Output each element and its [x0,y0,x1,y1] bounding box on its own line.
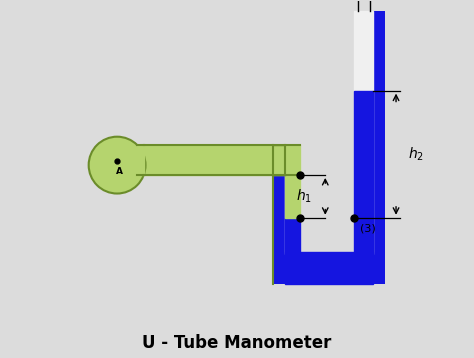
Polygon shape [285,11,373,255]
Polygon shape [355,11,373,255]
Polygon shape [285,218,301,255]
Text: A: A [116,166,123,175]
Polygon shape [285,175,301,218]
Text: $h_2$: $h_2$ [408,145,424,163]
Polygon shape [285,145,301,255]
Text: U - Tube Manometer: U - Tube Manometer [142,334,332,352]
Text: $h_1$: $h_1$ [295,188,311,205]
Polygon shape [273,11,385,284]
Polygon shape [355,91,373,255]
Circle shape [89,137,146,194]
Polygon shape [285,252,373,284]
Polygon shape [144,145,301,175]
Text: (3): (3) [360,224,376,234]
Polygon shape [137,145,144,175]
